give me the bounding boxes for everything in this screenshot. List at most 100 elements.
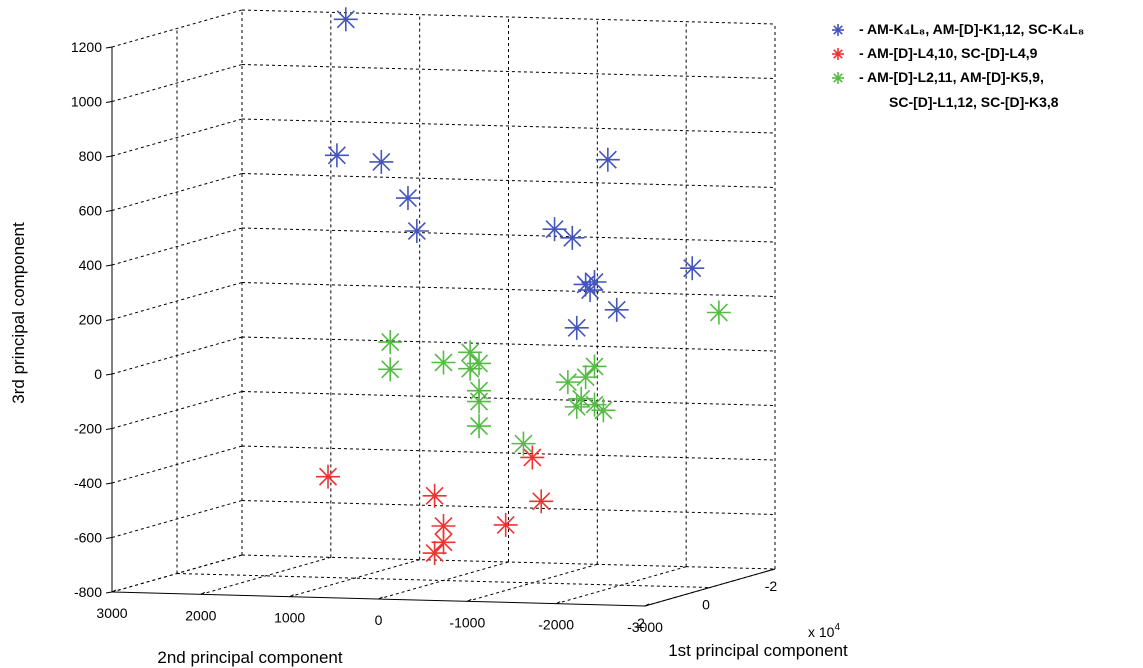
data-point — [604, 297, 629, 322]
z-tick-label: -800 — [74, 584, 102, 600]
z-tick-mark — [105, 537, 113, 539]
data-point — [595, 147, 620, 172]
marker-stroke — [469, 417, 489, 436]
z-tick-label: -400 — [74, 475, 102, 491]
marker-stroke — [585, 272, 604, 292]
side-wall-hline — [111, 118, 243, 157]
x-tick-mark — [200, 591, 206, 595]
back-wall-hline — [241, 9, 776, 25]
marker-stroke — [576, 368, 595, 387]
marker-stroke — [434, 533, 453, 552]
z-tick-mark — [105, 428, 113, 430]
marker-stroke — [585, 357, 604, 376]
z-tick-mark — [105, 373, 113, 376]
data-point — [431, 350, 456, 375]
data-point — [378, 330, 403, 355]
marker-stroke — [496, 515, 515, 534]
data-point — [560, 225, 585, 250]
marker-stroke — [514, 434, 533, 453]
marker-stroke — [381, 360, 400, 379]
back-wall-hline — [241, 391, 776, 406]
data-point — [422, 483, 447, 508]
marker-stroke — [523, 448, 542, 467]
marker-stroke — [318, 467, 338, 486]
x-tick-mark — [111, 589, 117, 593]
back-wall-hline — [241, 118, 776, 134]
x-tick-mark — [555, 601, 561, 605]
legend-marker-series-1 — [832, 24, 844, 36]
marker-stroke — [567, 397, 586, 416]
z-tick-mark — [105, 482, 113, 485]
x-tick-label: 0 — [375, 612, 383, 628]
z-axis-label: 3rd principal component — [9, 222, 28, 404]
floor-x-line — [176, 573, 711, 588]
scale-note-exponent: 4 — [834, 622, 840, 633]
data-point — [555, 370, 580, 395]
floor-depth-line — [200, 556, 331, 595]
scale-note-base: x 10 — [808, 624, 835, 640]
z-tick-mark — [105, 591, 113, 594]
legend-marker — [832, 72, 844, 84]
data-point — [573, 365, 598, 390]
marker-stroke — [425, 543, 444, 563]
y-axis-line — [644, 568, 776, 607]
x-tick-mark — [644, 603, 650, 607]
marker-stroke — [461, 343, 480, 362]
back-wall-hline — [241, 500, 776, 515]
data-point — [591, 398, 616, 423]
z-tick-label: -200 — [74, 421, 102, 437]
data-point — [529, 489, 554, 514]
marker-stroke — [381, 332, 400, 352]
z-tick-label: 1200 — [71, 39, 102, 55]
back-wall-hline — [241, 173, 776, 188]
y-tick-label: -2 — [765, 578, 778, 594]
data-point — [680, 256, 705, 281]
series-2 — [316, 445, 554, 566]
z-tick-mark — [105, 264, 113, 267]
x-tick-label: -1000 — [449, 614, 485, 630]
marker-stroke — [598, 150, 617, 169]
data-point — [378, 357, 403, 382]
z-tick-mark — [105, 101, 113, 103]
marker-stroke — [563, 228, 582, 247]
floor-depth-line — [289, 559, 420, 598]
series-1 — [324, 7, 705, 340]
z-tick-label: 0 — [94, 366, 102, 382]
legend-label-series-3: - AM-[D]-L2,11, AM-[D]-K5,9, — [859, 69, 1044, 85]
marker-stroke — [572, 389, 591, 408]
legend-label-series-1: - AM-K₄L₈, AM-[D]-K1,12, SC-K₄L₈ — [859, 21, 1084, 37]
scale-note: x 104 — [808, 622, 840, 640]
x-tick-mark — [289, 594, 294, 598]
marker-stroke — [833, 25, 843, 35]
data-point — [467, 414, 492, 439]
back-wall-hline — [241, 64, 776, 79]
data-point — [564, 315, 589, 340]
data-point — [493, 512, 518, 537]
data-point — [404, 219, 429, 243]
legend-marker-series-3 — [832, 72, 844, 84]
data-point — [458, 356, 483, 381]
legend-marker-series-2 — [832, 48, 844, 60]
marker-stroke — [545, 220, 564, 239]
z-tick-mark — [105, 210, 113, 212]
grid-lines — [111, 9, 776, 607]
data-point — [369, 149, 394, 174]
side-wall-hline — [111, 173, 243, 211]
x-tick-mark — [378, 596, 383, 600]
marker-stroke — [567, 318, 586, 337]
z-tick-mark — [105, 155, 113, 158]
x-tick-label: 1000 — [274, 610, 305, 626]
y-tick-label: 2 — [637, 615, 645, 631]
side-wall-hline — [111, 64, 243, 102]
z-tick-label: 800 — [79, 148, 103, 164]
z-tick-label: 200 — [79, 312, 103, 328]
x-tick-label: -3000 — [627, 619, 663, 635]
data-point — [582, 269, 607, 294]
marker-stroke — [336, 10, 355, 29]
marker-stroke — [407, 221, 426, 241]
data-point — [431, 530, 456, 555]
data-point — [520, 445, 545, 470]
z-tick-mark — [105, 319, 113, 321]
x-tick-label: 2000 — [185, 607, 216, 623]
